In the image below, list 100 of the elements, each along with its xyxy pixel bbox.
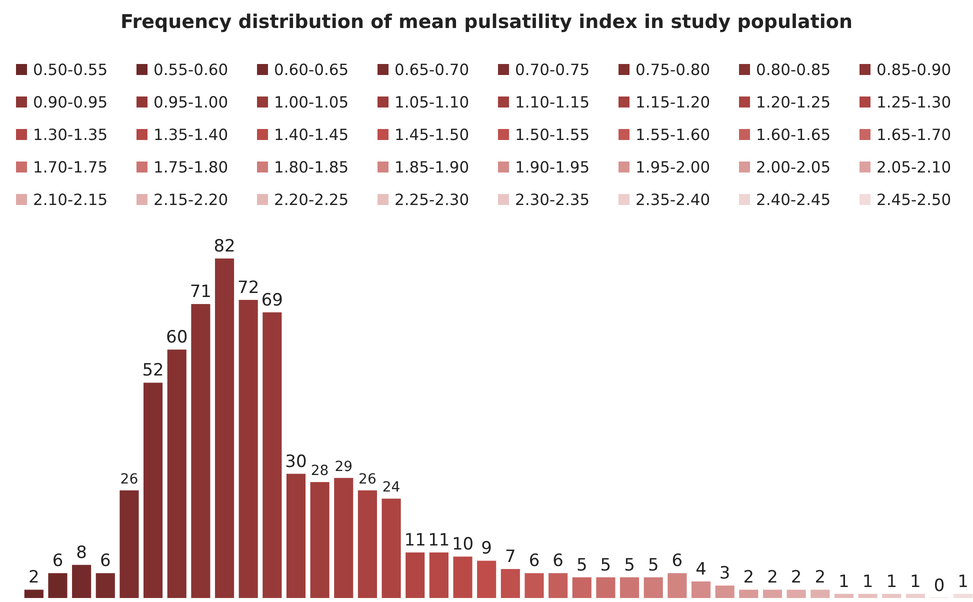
legend-label: 2.30-2.35 (515, 191, 590, 209)
data-label: 82 (214, 236, 236, 256)
data-label: 2 (743, 568, 754, 588)
bar (214, 258, 234, 598)
legend-label: 0.95-1.00 (154, 94, 228, 112)
bar (167, 350, 186, 598)
bar (72, 564, 92, 598)
data-label: 1 (910, 572, 921, 592)
data-label: 26 (120, 471, 138, 488)
legend-label: 1.15-1.20 (636, 94, 710, 112)
bar (96, 573, 115, 598)
legend-label: 1.75-1.80 (154, 158, 228, 176)
data-label: 9 (481, 538, 492, 559)
bar (524, 573, 544, 598)
legend-label: 1.55-1.60 (636, 126, 710, 144)
bar (310, 482, 330, 598)
legend-label: 0.80-0.85 (756, 61, 831, 79)
bar (453, 556, 472, 598)
legend-label: 1.40-1.45 (274, 126, 349, 144)
bar (834, 594, 854, 598)
bar (620, 577, 640, 598)
legend-label: 1.70-1.75 (33, 158, 108, 176)
legend-label: 1.85-1.90 (394, 158, 470, 176)
bar (644, 577, 663, 598)
legend-label: 0.55-0.60 (154, 61, 228, 79)
bar (762, 590, 782, 598)
data-label: 6 (552, 551, 564, 572)
legend-label: 1.00-1.05 (274, 94, 349, 112)
legend-label: 1.10-1.15 (515, 94, 590, 112)
data-label: 5 (576, 555, 588, 576)
legend-label: 0.90-0.95 (33, 94, 108, 112)
bar (668, 573, 687, 598)
legend-label: 0.60-0.65 (274, 61, 349, 79)
data-label: 26 (358, 471, 376, 488)
legend-label: 2.40-2.45 (756, 191, 831, 209)
data-label: 6 (52, 551, 64, 572)
legend-label: 1.20-1.25 (756, 94, 831, 112)
legend-label: 0.75-0.80 (636, 61, 710, 79)
bar (810, 590, 830, 598)
legend-label: 2.25-2.30 (394, 191, 470, 209)
legend-label: 2.10-2.15 (33, 191, 108, 209)
legend-label: 1.65-1.70 (876, 126, 952, 144)
data-label: 5 (648, 555, 659, 576)
bar (429, 552, 448, 598)
bar (334, 478, 354, 598)
data-label: 11 (404, 530, 426, 550)
bar (406, 552, 425, 598)
data-label: 52 (142, 360, 164, 381)
legend-label: 1.60-1.65 (756, 126, 831, 144)
chart-title: Frequency distribution of mean pulsatility index in study population (120, 11, 853, 33)
legend-label: 2.05-2.10 (876, 158, 952, 176)
legend-label: 2.15-2.20 (154, 191, 228, 209)
data-label: 2 (814, 568, 826, 588)
bar (262, 312, 282, 598)
legend-label: 1.25-1.30 (876, 94, 952, 112)
legend-label: 1.05-1.10 (394, 94, 470, 112)
legend-label: 2.45-2.50 (876, 191, 952, 209)
data-label: 11 (428, 530, 450, 550)
legend-label: 2.35-2.40 (636, 191, 710, 209)
bar (191, 304, 210, 598)
bar (48, 573, 68, 598)
bar (24, 590, 44, 598)
data-label: 2 (28, 568, 40, 588)
bar (691, 581, 711, 598)
bar (715, 586, 734, 598)
data-label: 28 (310, 463, 329, 480)
legend-label: 1.50-1.55 (515, 126, 590, 144)
data-label: 4 (696, 559, 706, 580)
legend-label: 1.80-1.85 (274, 158, 349, 176)
bar (382, 498, 401, 598)
bar (144, 382, 163, 598)
data-label: 5 (600, 555, 612, 576)
data-label: 1 (862, 572, 874, 592)
legend-label: 1.90-1.95 (515, 158, 590, 176)
data-label: 1 (838, 572, 850, 592)
data-label: 2 (767, 568, 778, 588)
legend-label: 1.95-2.00 (636, 158, 710, 176)
data-label: 6 (528, 551, 540, 572)
bar (238, 300, 258, 598)
data-label: 5 (624, 555, 635, 576)
bar (596, 577, 616, 598)
bar (500, 569, 520, 598)
data-label: 60 (166, 328, 188, 348)
legend-label: 1.45-1.50 (394, 126, 470, 144)
legend-label: 2.00-2.05 (756, 158, 831, 176)
bar (286, 474, 306, 598)
bar (572, 577, 592, 598)
bar (120, 490, 139, 598)
legend-label: 0.85-0.90 (876, 61, 952, 79)
data-label: 10 (452, 534, 474, 555)
legend-label: 1.35-1.40 (154, 126, 228, 144)
bar (906, 594, 925, 598)
legend-label: 2.20-2.25 (274, 191, 349, 209)
data-label: 30 (285, 452, 307, 472)
bar (954, 594, 973, 598)
bar (548, 573, 568, 598)
data-label: 6 (672, 551, 683, 572)
legend-label: 0.50-0.55 (33, 61, 108, 79)
data-label: 7 (505, 547, 516, 568)
data-label: 3 (719, 564, 730, 584)
